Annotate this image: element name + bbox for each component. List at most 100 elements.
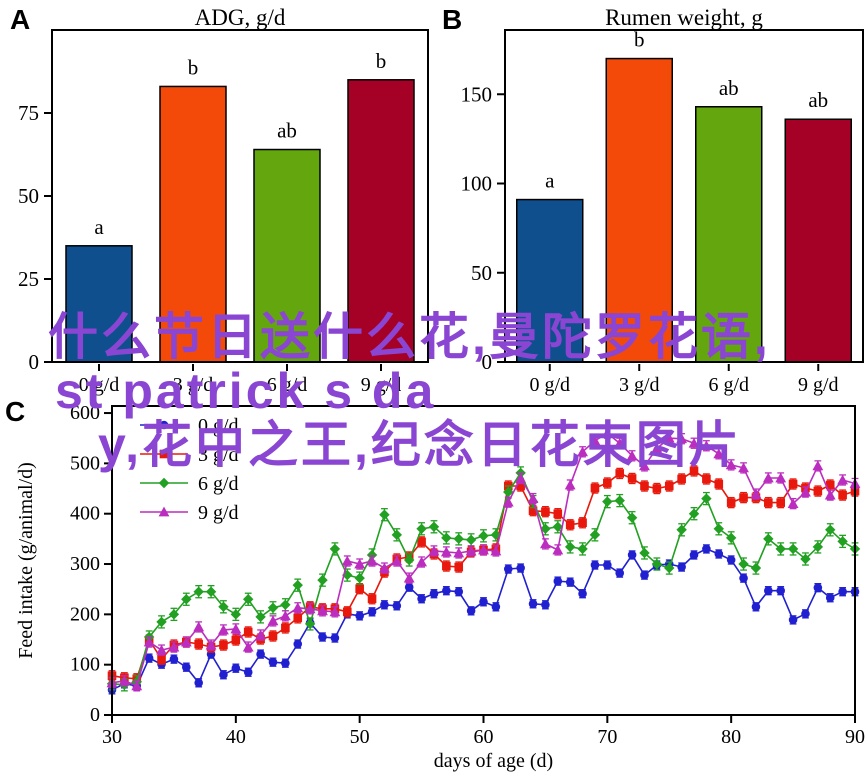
panel-c-y-tick-label: 300 [70, 553, 100, 575]
panel-b-bar [605, 57, 673, 363]
panel-b-y-tick-label: 0 [482, 350, 493, 374]
panel-c-marker-0 [243, 667, 253, 677]
panel-a-category-label: 3 g/d [173, 374, 214, 396]
panel-c-marker-3 [317, 605, 328, 616]
panel-c-marker-1 [689, 466, 699, 476]
panel-c-marker-2 [787, 543, 799, 555]
panel-c-marker-0 [516, 563, 525, 573]
panel-c-marker-3 [626, 450, 638, 461]
panel-c-marker-3 [639, 460, 650, 471]
panel-a-category-label: 0 g/d [79, 374, 120, 396]
panel-c-marker-2 [825, 524, 836, 536]
panel-c-marker-1 [293, 613, 303, 623]
panel-c-marker-0 [404, 582, 414, 592]
panel-c-marker-3 [292, 602, 304, 613]
panel-c-marker-2 [342, 569, 353, 581]
panel-c-marker-3 [713, 448, 725, 459]
panel-c-marker-2 [676, 524, 687, 536]
panel-c-marker-3 [762, 472, 774, 483]
panel-c-marker-3 [205, 639, 217, 650]
panel-c-marker-3 [502, 496, 514, 507]
panel-c-marker-2 [552, 521, 563, 532]
panel-c-marker-1 [541, 507, 550, 516]
panel-c-marker-3 [589, 435, 601, 446]
panel-c-marker-3 [676, 433, 688, 444]
panel-c-marker-3 [218, 624, 229, 635]
panel-c-marker-3 [341, 555, 353, 566]
panel-c-marker-2 [168, 609, 180, 620]
panel-b-sig-letter: ab [719, 76, 739, 100]
panel-c-marker-0 [169, 654, 179, 664]
panel-a-bar [253, 148, 321, 363]
panel-b-y-tick-label: 100 [461, 172, 493, 196]
panel-c-marker-1 [528, 506, 538, 515]
panel-c-marker-1 [578, 518, 587, 528]
panel-c-marker-1 [776, 498, 785, 507]
panel-c-marker-0 [615, 568, 625, 578]
panel-a-bar [159, 85, 227, 363]
panel-c-marker-3 [614, 437, 626, 448]
panel-c-marker-0 [565, 577, 575, 587]
panel-c-marker-1 [590, 483, 600, 493]
panel-c-marker-2 [193, 586, 204, 597]
panel-c-marker-3 [540, 538, 551, 549]
panel-c-marker-3 [725, 459, 737, 470]
panel-c-marker-2 [304, 618, 316, 630]
panel-c-marker-3 [800, 486, 811, 497]
panel-c-marker-2 [379, 509, 390, 520]
panel-c-marker-0 [231, 663, 241, 673]
panel-c-marker-2 [267, 602, 279, 614]
panel-c-marker-2 [738, 558, 749, 570]
panel-c-marker-1 [565, 520, 575, 530]
panel-b-category-label: 6 g/d [708, 374, 749, 396]
panel-b-sig-letter: ab [808, 88, 828, 112]
panel-c-marker-3 [193, 621, 205, 632]
panel-a-category-label: 6 g/d [267, 374, 308, 396]
panel-c-marker-0 [194, 678, 203, 688]
panel-c-marker-0 [590, 560, 600, 570]
panel-c-marker-1 [739, 493, 748, 502]
panel-c-marker-0 [813, 583, 823, 592]
panel-c-marker-2 [441, 532, 452, 544]
panel-c-marker-0 [726, 555, 736, 565]
panel-c-marker-3 [651, 442, 663, 453]
panel-b-bar [516, 198, 584, 363]
panel-c-marker-2 [503, 486, 514, 498]
panel-c-marker-0 [367, 607, 377, 617]
panel-c-marker-1 [194, 639, 203, 649]
panel-c-label: C [5, 396, 26, 427]
panel-b-bar [695, 106, 763, 363]
panel-b-sig-letter: a [545, 169, 555, 193]
panel-c-marker-2 [255, 611, 266, 623]
panel-c-legend-label: 6 g/d [198, 473, 239, 495]
panel-c-marker-1 [764, 498, 773, 507]
panel-c-marker-0 [479, 597, 488, 607]
panel-b-y-tick-label: 50 [471, 261, 492, 285]
panel-c-marker-0 [268, 657, 278, 667]
panel-c-marker-2 [230, 609, 242, 620]
panel-c-marker-1 [442, 561, 451, 571]
watermark-text-line-1: 什么节日送什么花,曼陀罗花语, [48, 309, 771, 365]
panel-c-marker-3 [230, 623, 242, 634]
panel-c-marker-1 [243, 627, 253, 637]
panel-c-marker-2 [800, 553, 811, 565]
panel-c-frame [111, 405, 856, 716]
panel-c-marker-0 [417, 594, 426, 604]
panel-b-category-label: 9 g/d [798, 374, 839, 396]
panel-a-sig-letter: ab [277, 119, 297, 143]
panel-c-marker-1 [714, 479, 724, 489]
panel-c-marker-3 [329, 606, 341, 617]
panel-c-marker-2 [243, 594, 254, 605]
panel-c-marker-0 [541, 600, 550, 610]
panel-c-marker-2 [688, 508, 700, 519]
panel-c-marker-0 [764, 586, 773, 595]
panel-a-frame [51, 29, 429, 363]
panel-c-marker-0 [739, 573, 748, 583]
panel-c-marker-2 [280, 599, 291, 610]
panel-c-y-tick-label: 400 [70, 503, 100, 525]
panel-c-marker-0 [491, 602, 501, 612]
panel-c-marker-3 [366, 555, 378, 566]
panel-c-marker-0 [578, 589, 587, 599]
